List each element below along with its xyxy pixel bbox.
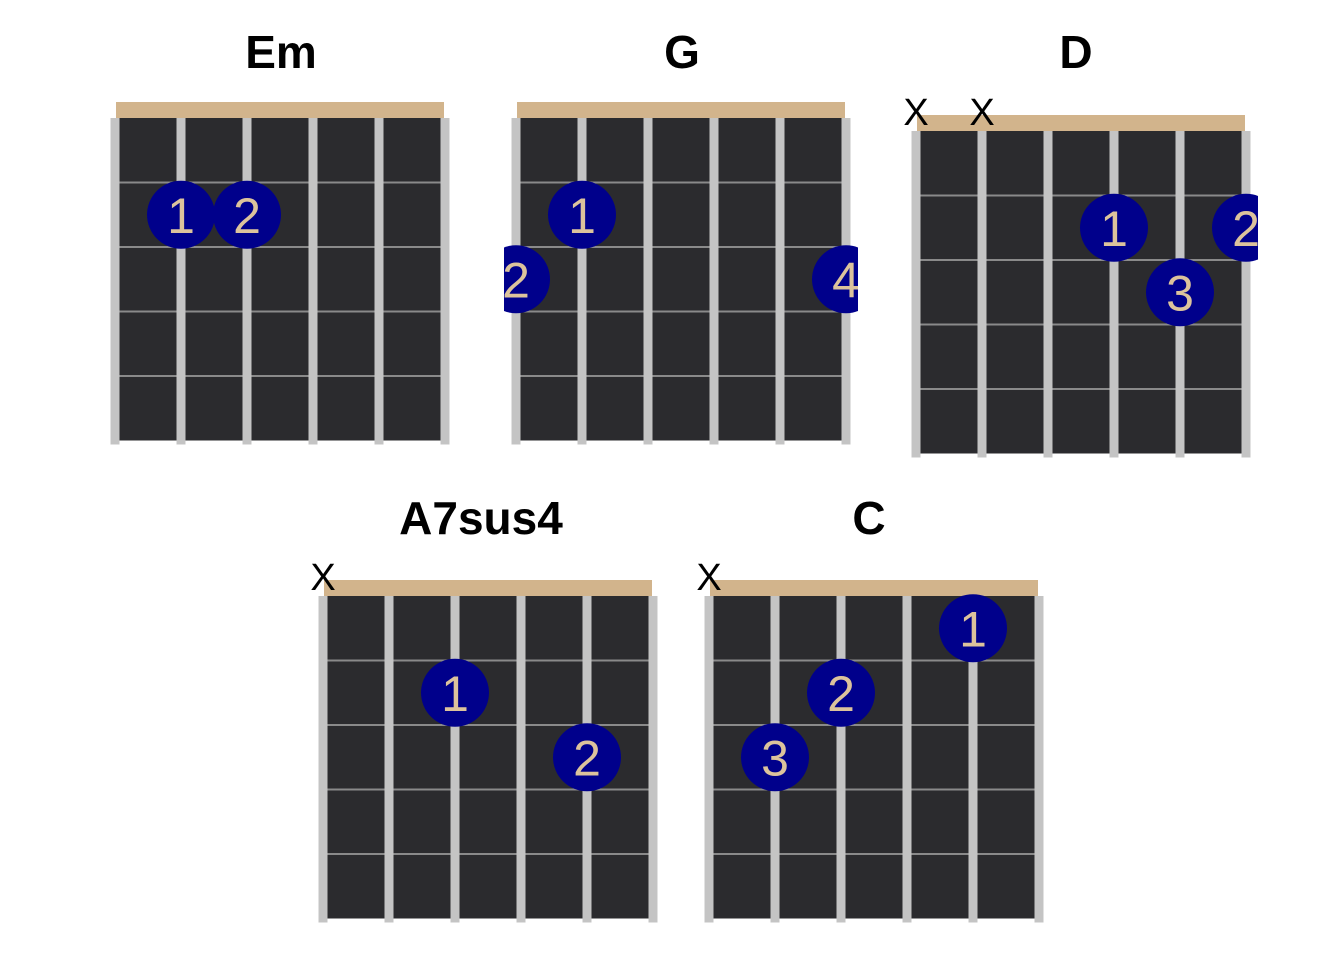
nut <box>917 115 1245 131</box>
chord-name: C <box>852 492 885 544</box>
string-1 <box>318 596 328 923</box>
finger-dot-circle <box>553 723 621 792</box>
string-3 <box>242 118 252 445</box>
finger-dot: 3 <box>741 723 809 792</box>
finger-dot: 3 <box>1146 258 1214 327</box>
finger-dot-circle <box>1212 193 1258 262</box>
string-6 <box>648 596 658 923</box>
string-3 <box>643 118 653 445</box>
finger-dot-circle <box>504 245 550 314</box>
string-1 <box>704 596 714 923</box>
finger-number: 3 <box>761 730 789 786</box>
chord-name: D <box>1059 26 1092 78</box>
string-4 <box>1109 131 1119 458</box>
finger-dot: 2 <box>553 723 621 792</box>
finger-dot: 1 <box>421 658 489 727</box>
finger-dot-circle <box>421 658 489 727</box>
nut <box>517 102 845 118</box>
string-4 <box>516 596 526 923</box>
finger-dot-circle <box>741 723 809 792</box>
string-2 <box>384 596 394 923</box>
muted-string-mark: X <box>696 557 721 599</box>
finger-dot-circle <box>147 180 215 249</box>
string-5 <box>968 596 978 923</box>
string-5 <box>374 118 384 445</box>
chord-diagram-d: D X X 1 23 <box>903 26 1260 458</box>
string-1 <box>911 131 921 458</box>
finger-number: 2 <box>827 666 855 722</box>
finger-number: 2 <box>1232 201 1260 257</box>
finger-dot-circle <box>1080 193 1148 262</box>
finger-dot-circle <box>548 180 616 249</box>
chord-diagram-c: C X 1 23 <box>696 492 1044 923</box>
finger-dot: 2 <box>1212 193 1260 262</box>
nut <box>324 580 652 596</box>
finger-dot: 2 <box>213 180 281 249</box>
muted-string-mark: X <box>310 557 335 599</box>
finger-number: 1 <box>1100 201 1128 257</box>
string-4 <box>709 118 719 445</box>
finger-dot-circle <box>213 180 281 249</box>
finger-dot-circle <box>812 245 858 314</box>
nut <box>710 580 1038 596</box>
string-4 <box>308 118 318 445</box>
nut <box>116 102 444 118</box>
finger-number: 1 <box>167 188 195 244</box>
string-2 <box>977 131 987 458</box>
finger-number: 1 <box>959 601 987 657</box>
finger-dot: 1 <box>939 594 1007 663</box>
string-4 <box>902 596 912 923</box>
string-6 <box>1241 131 1251 458</box>
finger-number: 4 <box>832 252 860 308</box>
finger-dot-circle <box>939 594 1007 663</box>
string-3 <box>836 596 846 923</box>
finger-number: 2 <box>233 188 261 244</box>
finger-dot: 1 <box>1080 193 1148 262</box>
string-6 <box>1034 596 1044 923</box>
chord-diagram-a7sus4: A7sus4 X 1 2 <box>310 492 658 923</box>
chord-diagram-em: Em 1 2 <box>110 26 450 445</box>
finger-dot-circle <box>1146 258 1214 327</box>
string-3 <box>450 596 460 923</box>
finger-dot: 1 <box>548 180 616 249</box>
finger-number: 3 <box>1166 265 1194 321</box>
string-2 <box>176 118 186 445</box>
finger-number: 2 <box>573 730 601 786</box>
fretboard <box>115 118 445 441</box>
string-1 <box>110 118 120 445</box>
finger-number: 2 <box>502 252 530 308</box>
chord-name: Em <box>245 26 317 78</box>
chord-name: G <box>664 26 700 78</box>
finger-dot: 4 <box>812 245 860 314</box>
finger-dot: 2 <box>807 658 875 727</box>
finger-number: 1 <box>441 666 469 722</box>
chord-diagram-g: G 12 4 <box>502 26 860 445</box>
chord-name: A7sus4 <box>399 492 563 544</box>
finger-number: 1 <box>568 188 596 244</box>
muted-string-mark: X <box>969 92 994 134</box>
muted-string-mark: X <box>903 92 928 134</box>
string-6 <box>440 118 450 445</box>
string-5 <box>775 118 785 445</box>
string-2 <box>577 118 587 445</box>
finger-dot: 2 <box>502 245 550 314</box>
string-3 <box>1043 131 1053 458</box>
fretboard <box>516 118 846 441</box>
finger-dot-circle <box>807 658 875 727</box>
finger-dot: 1 <box>147 180 215 249</box>
